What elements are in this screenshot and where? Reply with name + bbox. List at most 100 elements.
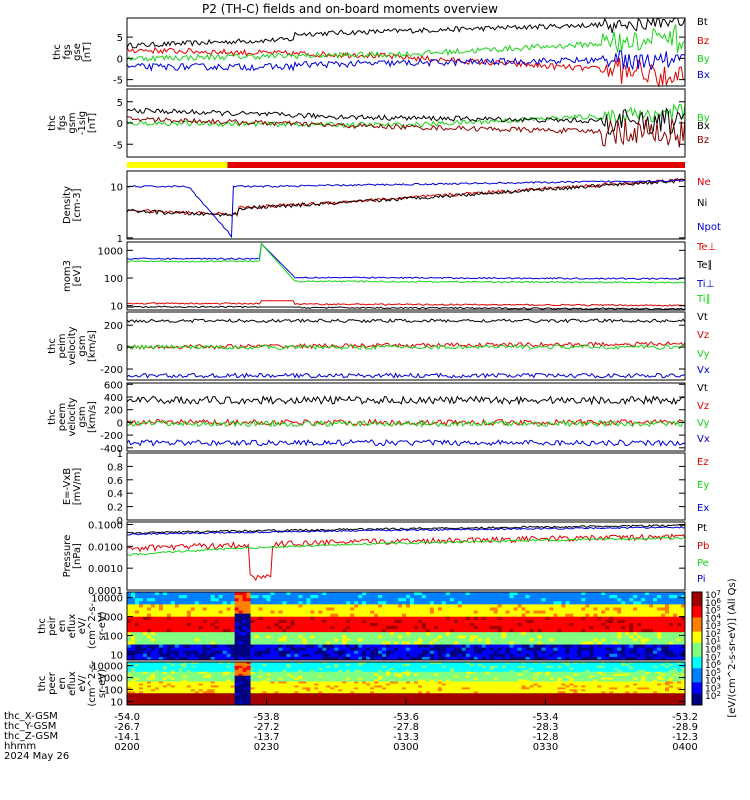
heatmap-cell [398, 610, 403, 614]
heatmap-cell [649, 663, 654, 667]
heatmap-cell [374, 607, 379, 611]
heatmap-cell [569, 662, 574, 665]
heatmap-cell [565, 604, 570, 608]
heatmap-cell [461, 604, 467, 608]
heatmap-cell [669, 647, 674, 652]
heatmap-cell [374, 673, 379, 676]
heatmap-cell [226, 673, 231, 676]
y-axis-label: eV/ [77, 617, 88, 634]
heatmap-cell [525, 679, 530, 682]
heatmap-cell [294, 677, 299, 680]
heatmap-cell [174, 632, 180, 636]
heatmap-cell [366, 667, 371, 671]
heatmap-cell [581, 626, 586, 630]
heatmap-cell [170, 665, 176, 669]
heatmap-cell [402, 598, 407, 602]
heatmap-cell [162, 667, 168, 671]
heatmap-cell [529, 662, 534, 665]
heatmap-cell [425, 641, 431, 645]
heatmap-cell [449, 669, 455, 673]
heatmap-cell [366, 616, 371, 621]
y-axis-label: [km/s] [87, 401, 98, 433]
heatmap-cell [577, 677, 582, 680]
heatmap-cell [314, 667, 319, 671]
heatmap-cell [194, 656, 200, 661]
heatmap-cell [290, 683, 295, 686]
heatmap-cell [246, 650, 251, 655]
heatmap-cell [653, 598, 658, 602]
heatmap-cell [250, 679, 255, 682]
heatmap-cell [302, 626, 307, 630]
heatmap-cell [146, 669, 152, 673]
heatmap-cell [445, 604, 451, 608]
heatmap-cell [677, 679, 682, 682]
heatmap-cell [629, 669, 634, 673]
heatmap-cell [585, 644, 590, 648]
heatmap-cell [649, 656, 654, 661]
heatmap-cell [581, 681, 586, 684]
heatmap-cell [127, 679, 132, 682]
heatmap-cell [637, 663, 642, 667]
heatmap-cell [222, 607, 227, 611]
heatmap-cell [266, 638, 271, 642]
heatmap-cell [493, 604, 498, 608]
heatmap-cell [553, 662, 558, 665]
heatmap-cell [394, 610, 399, 614]
heatmap-cell [573, 601, 578, 605]
heatmap-cell [186, 622, 192, 627]
heatmap-cell [302, 650, 307, 655]
heatmap-cell [198, 626, 204, 630]
heatmap-cell [278, 681, 283, 684]
heatmap-cell [641, 647, 646, 652]
heatmap-cell [406, 629, 411, 633]
heatmap-cell [190, 604, 196, 608]
heatmap-cell [174, 644, 180, 648]
heatmap-cell [529, 619, 534, 624]
heatmap-cell [350, 641, 355, 645]
heatmap-cell [681, 607, 686, 611]
heatmap-cell [569, 592, 574, 596]
heatmap-cell [681, 626, 686, 630]
heatmap-cell [334, 669, 339, 673]
heatmap-cell [529, 671, 534, 675]
heatmap-cell [330, 632, 335, 636]
heatmap-cell [306, 647, 311, 652]
heatmap-cell [449, 683, 455, 686]
heatmap-cell [633, 671, 638, 675]
heatmap-cell [286, 679, 291, 682]
heatmap-cell [473, 613, 479, 618]
heatmap-cell [154, 656, 160, 661]
heatmap-cell [170, 626, 176, 630]
series-line-Te∥ [126, 305, 686, 311]
heatmap-cell [162, 653, 168, 658]
heatmap-cell [545, 626, 550, 630]
heatmap-cell [593, 667, 598, 671]
heatmap-cell [234, 626, 239, 630]
heatmap-cell [589, 592, 594, 596]
heatmap-cell [457, 638, 463, 642]
heatmap-cell [406, 681, 411, 684]
heatmap-cell [138, 653, 144, 658]
heatmap-cell [577, 638, 582, 642]
heatmap-cell [202, 667, 208, 671]
heatmap-cell [406, 632, 411, 636]
heatmap-cell [322, 683, 327, 686]
heatmap-cell [629, 613, 634, 618]
heatmap-cell [437, 675, 443, 678]
heatmap-cell [457, 675, 463, 678]
heatmap-cell [621, 616, 626, 621]
heatmap-cell [473, 610, 479, 614]
heatmap-cell [226, 681, 231, 684]
heatmap-cell [613, 669, 618, 673]
heatmap-cell [409, 669, 415, 673]
heatmap-cell [617, 662, 622, 665]
heatmap-cell [457, 622, 463, 627]
heatmap-cell [625, 650, 630, 655]
heatmap-cell [453, 629, 459, 633]
heatmap-cell [465, 653, 471, 658]
heatmap-cell [589, 632, 594, 636]
heatmap-cell [138, 667, 144, 671]
heatmap-cell [194, 677, 200, 680]
heatmap-cell [561, 619, 566, 624]
heatmap-cell [294, 671, 299, 675]
